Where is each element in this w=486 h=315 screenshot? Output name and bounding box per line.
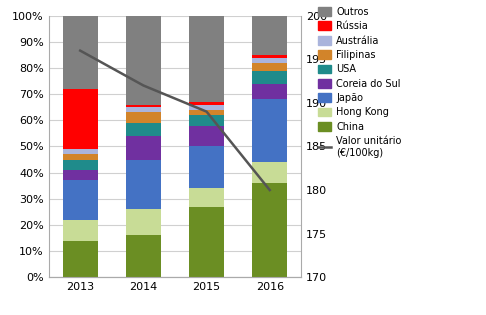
Bar <box>126 136 161 160</box>
Bar <box>189 16 224 102</box>
Bar <box>126 16 161 105</box>
Bar <box>189 126 224 146</box>
Bar <box>189 207 224 277</box>
Bar <box>252 16 287 55</box>
Bar <box>63 241 98 277</box>
Bar <box>252 71 287 84</box>
Bar <box>252 84 287 100</box>
Bar <box>126 105 161 107</box>
Bar <box>63 154 98 160</box>
Bar <box>63 16 98 89</box>
Bar <box>252 183 287 277</box>
Bar <box>252 58 287 63</box>
Bar <box>126 107 161 112</box>
Bar <box>126 235 161 277</box>
Bar <box>126 209 161 235</box>
Bar <box>189 110 224 115</box>
Bar <box>126 160 161 209</box>
Bar <box>252 55 287 58</box>
Bar <box>63 149 98 154</box>
Bar <box>63 170 98 180</box>
Bar <box>252 100 287 162</box>
Bar <box>189 115 224 126</box>
Bar <box>63 89 98 149</box>
Legend: Outros, Rússia, Austrália, Filipinas, USA, Coreia do Sul, Japão, Hong Kong, Chin: Outros, Rússia, Austrália, Filipinas, US… <box>316 5 404 160</box>
Bar <box>189 105 224 110</box>
Bar <box>189 188 224 207</box>
Bar <box>63 220 98 241</box>
Bar <box>189 146 224 188</box>
Bar <box>63 159 98 170</box>
Bar <box>252 162 287 183</box>
Bar <box>189 102 224 105</box>
Bar <box>126 123 161 136</box>
Bar <box>252 63 287 71</box>
Bar <box>63 180 98 220</box>
Bar <box>126 112 161 123</box>
